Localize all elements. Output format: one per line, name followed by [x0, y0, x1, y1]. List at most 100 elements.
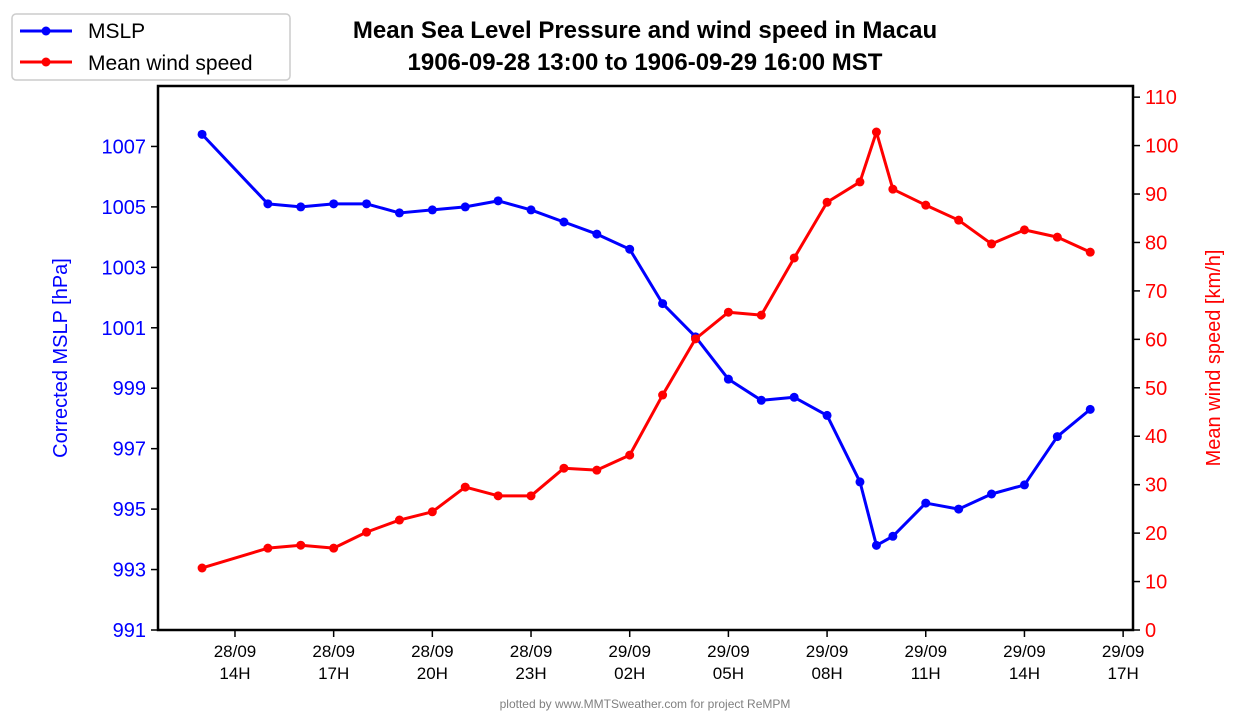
mslp-point [723, 374, 733, 384]
mslp-point [559, 217, 569, 227]
mslp-point [658, 299, 668, 309]
mslp-point [954, 504, 964, 514]
wind-speed-point [756, 310, 766, 320]
mslp-point [1019, 480, 1029, 490]
wind-speed-point [263, 543, 273, 553]
y-right-tick-label: 20 [1145, 523, 1167, 545]
mslp-point [394, 208, 404, 218]
wind-speed-point [559, 463, 569, 473]
x-tick-label: 02H [614, 664, 645, 683]
x-tick-label: 05H [713, 664, 744, 683]
x-tick-label: 28/09 [214, 642, 257, 661]
y-left-tick-label: 995 [113, 499, 146, 521]
axes-frame [156, 84, 1135, 632]
y-right-tick-label: 90 [1145, 184, 1167, 206]
wind-speed-point [658, 390, 668, 400]
y-right-tick-label: 60 [1145, 329, 1167, 351]
x-tick-label: 11H [911, 664, 941, 683]
wind-speed-point [197, 563, 207, 573]
wind-speed-point [822, 197, 832, 207]
mslp-point [855, 477, 865, 487]
footer-credit: plotted by www.MMTSweather.com for proje… [500, 697, 791, 711]
x-tick-label: 14H [1009, 664, 1040, 683]
mslp-point [625, 244, 635, 254]
mslp-point [460, 202, 470, 212]
mslp-point [1052, 432, 1062, 442]
mslp-point [592, 229, 602, 239]
mslp-point [296, 202, 306, 212]
y-right-tick-label: 110 [1145, 87, 1177, 109]
y-right-tick-label: 0 [1145, 620, 1156, 642]
y-axis-left-label: Corrected MSLP [hPa] [50, 258, 72, 458]
wind-speed-point [362, 527, 372, 537]
legend-frame [11, 13, 291, 81]
x-tick-label: 29/09 [904, 642, 947, 661]
x-tick-label: 17H [318, 664, 349, 683]
y-right-tick-label: 50 [1145, 378, 1167, 400]
mslp-point [871, 540, 881, 550]
y-right-tick-label: 80 [1145, 232, 1167, 254]
wind-speed-point [871, 127, 881, 137]
chart-subtitle: 1906-09-28 13:00 to 1906-09-29 16:00 MST [408, 49, 883, 76]
x-tick-label: 29/09 [707, 642, 750, 661]
wind-speed-point [921, 200, 931, 210]
wind-speed-point [296, 540, 306, 550]
wind-speed-point [592, 465, 602, 475]
legend-mslp-marker [41, 26, 51, 36]
wind-speed-point [987, 239, 997, 249]
x-tick-label: 17H [1108, 664, 1139, 683]
mslp-point [756, 395, 766, 405]
wind-speed-point [789, 253, 799, 263]
wind-speed-point [394, 515, 404, 525]
x-tick-label: 14H [219, 664, 250, 683]
y-right-tick-label: 70 [1145, 281, 1167, 303]
wind-speed-point [691, 334, 700, 344]
mslp-point [427, 205, 437, 215]
mslp-point [197, 129, 207, 139]
wind-speed-point [427, 507, 437, 517]
y-right-tick-label: 30 [1145, 475, 1167, 497]
wind-speed-point [625, 450, 635, 460]
wind-speed-point [1019, 225, 1029, 235]
wind-speed-point [526, 491, 536, 501]
wind-speed-point [329, 543, 339, 553]
wind-speed-point [493, 491, 503, 501]
mslp-point [329, 199, 339, 209]
legend-mslp-label: MSLP [88, 20, 145, 43]
mslp-point [987, 489, 997, 499]
y-left-tick-label: 991 [113, 620, 146, 642]
mslp-line [200, 133, 1092, 547]
y-left-tick-label: 1007 [102, 136, 147, 158]
x-tick-label: 28/09 [312, 642, 355, 661]
x-tick-label: 28/09 [510, 642, 553, 661]
y-left-tick-label: 1005 [102, 197, 147, 219]
y-left-tick-label: 993 [113, 560, 146, 582]
plot-area: 9919939959979991001100310051007010203040… [102, 84, 1178, 683]
x-tick-label: 29/09 [1102, 642, 1145, 661]
legend-wind-label: Mean wind speed [88, 52, 253, 75]
y-right-tick-label: 10 [1145, 572, 1167, 594]
x-tick-label: 08H [811, 664, 842, 683]
wind-speed-line [201, 130, 1091, 570]
y-right-tick-label: 40 [1145, 426, 1167, 448]
mslp-point [493, 196, 503, 206]
x-tick-label: 28/09 [411, 642, 454, 661]
mslp-point [921, 498, 931, 508]
wind-speed-point [1085, 247, 1095, 257]
chart-title: Mean Sea Level Pressure and wind speed i… [353, 17, 937, 44]
mslp-point [1085, 404, 1095, 414]
y-left-tick-label: 1003 [102, 257, 147, 279]
x-tick-label: 23H [515, 664, 546, 683]
mslp-point [888, 531, 898, 541]
mslp-point [263, 199, 273, 209]
x-tick-label: 29/09 [608, 642, 651, 661]
wind-speed-point [1052, 232, 1062, 242]
mslp-point [789, 392, 799, 402]
legend-wind-marker [41, 57, 51, 67]
mslp-point [526, 205, 536, 215]
wind-speed-point [888, 184, 898, 194]
mslp-point [362, 199, 372, 209]
y-left-tick-label: 1001 [102, 318, 147, 340]
wind-speed-point [723, 307, 733, 317]
